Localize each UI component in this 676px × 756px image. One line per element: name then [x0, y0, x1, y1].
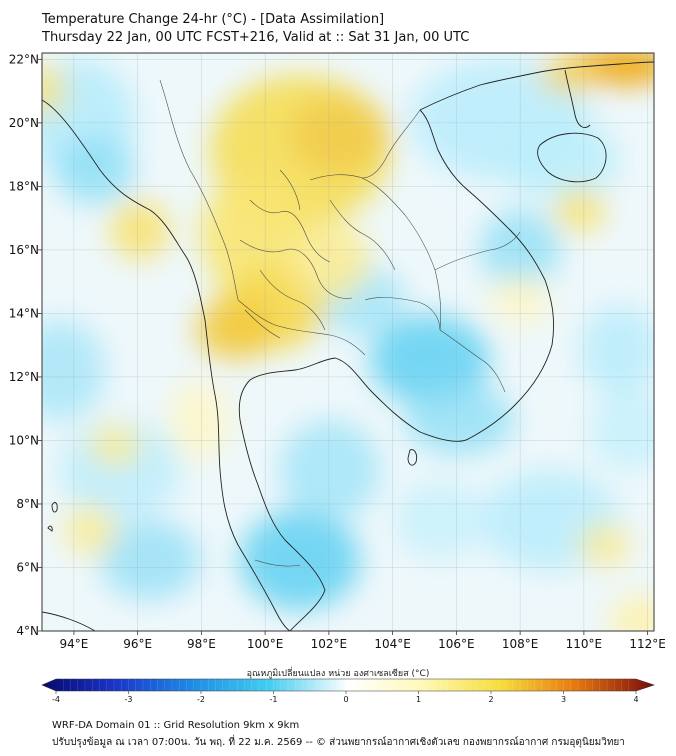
map-subtitle: Thursday 22 Jan, 00 UTC FCST+216, Valid … [42, 30, 470, 45]
coast-leizhou [564, 69, 591, 128]
lon-tick-label: 102°E [311, 637, 348, 651]
plot-area [42, 53, 654, 631]
lon-tick-label: 104°E [374, 637, 411, 651]
colorbar-tick-label: 1 [416, 695, 421, 704]
border-cambodia-vietnam [439, 329, 506, 393]
coast-vietnam [371, 109, 554, 442]
province-lines-5 [329, 199, 396, 271]
footer-update-info: ปรับปรุงข้อมูล ณ เวลา 07:00น. วัน พฤ. ที… [52, 737, 625, 748]
coastlines [42, 61, 654, 631]
lat-tick-label: 20°N [9, 116, 39, 130]
lon-tick-label: 98°E [187, 637, 216, 651]
border-laos-china [361, 109, 421, 179]
graticule [42, 53, 654, 631]
colorbar-tick-label: 2 [488, 695, 493, 704]
colorbar-segments [63, 679, 629, 691]
colorbar-tick-label: -3 [125, 695, 133, 704]
island-andaman [51, 502, 58, 513]
colorbar-tick-label: 3 [561, 695, 566, 704]
colorbar-tick-label: 4 [633, 695, 638, 704]
lon-tick-label: 108°E [502, 637, 539, 651]
colorbar-ticks: -4 -3 -2 -1 0 1 2 3 4 [52, 691, 639, 704]
lat-tick-label: 14°N [9, 306, 39, 320]
lat-tick-label: 22°N [9, 52, 39, 66]
colorbar-tick-label: 0 [343, 695, 348, 704]
lon-tick-label: 94°E [59, 637, 88, 651]
lon-tick-label: 100°E [247, 637, 284, 651]
map-title: Temperature Change 24-hr (°C) - [Data As… [42, 12, 385, 27]
lat-tick-label: 12°N [9, 370, 39, 384]
lat-tick-label: 6°N [16, 560, 39, 574]
province-lines-3 [259, 269, 326, 331]
lon-tick-label: 112°E [629, 637, 666, 651]
colorbar-tick-label: -4 [52, 695, 60, 704]
lon-tick-label: 110°E [566, 637, 603, 651]
temperature-field [42, 53, 654, 631]
colorbar-title: อุณหภูมิเปลี่ยนแปลง หน่วย องศาเซลเซียส (… [246, 669, 430, 679]
lat-tick-label: 10°N [9, 433, 39, 447]
lon-tick-label: 96°E [123, 637, 152, 651]
province-lines-6 [244, 309, 281, 339]
plot-frame [41, 52, 655, 632]
hainan-island [537, 132, 607, 183]
border-laos-vietnam [434, 231, 521, 271]
coast-china [419, 61, 654, 111]
longitude-labels: 94°E 96°E 98°E 100°E 102°E 104°E 106°E 108°E 110… [59, 631, 666, 651]
lat-tick-label: 8°N [16, 497, 39, 511]
border-thailand-laos [309, 174, 442, 331]
colorbar-tick-label: -2 [197, 695, 205, 704]
coast-gulf-west [238, 357, 373, 631]
colorbar: -4 -3 -2 -1 0 1 2 3 4 [41, 678, 655, 704]
border-myanmar-thailand [159, 79, 239, 301]
province-lines-1 [249, 199, 331, 263]
latitude-labels: 22°N 20°N 18°N 16°N 14°N 12°N 10°N 8°N 6°N 4°N [9, 52, 42, 638]
province-lines-4 [279, 169, 301, 211]
border-thailand-south [237, 299, 366, 356]
island-phu-quoc [407, 449, 418, 466]
lat-tick-label: 18°N [9, 179, 39, 193]
borders [159, 79, 521, 567]
coast-west [42, 99, 291, 631]
lat-tick-label: 4°N [16, 624, 39, 638]
lon-tick-label: 106°E [438, 637, 475, 651]
footer-model-info: WRF-DA Domain 01 :: Grid Resolution 9km … [52, 720, 300, 731]
coast-sumatra [42, 611, 96, 631]
border-thailand-malaysia [254, 559, 301, 567]
colorbar-tick-label: -1 [270, 695, 278, 704]
colorbar-bar [41, 678, 655, 692]
island-nicobar [47, 525, 53, 532]
lat-tick-label: 16°N [9, 243, 39, 257]
border-thailand-cambodia [364, 297, 441, 331]
province-lines-2 [239, 239, 353, 299]
